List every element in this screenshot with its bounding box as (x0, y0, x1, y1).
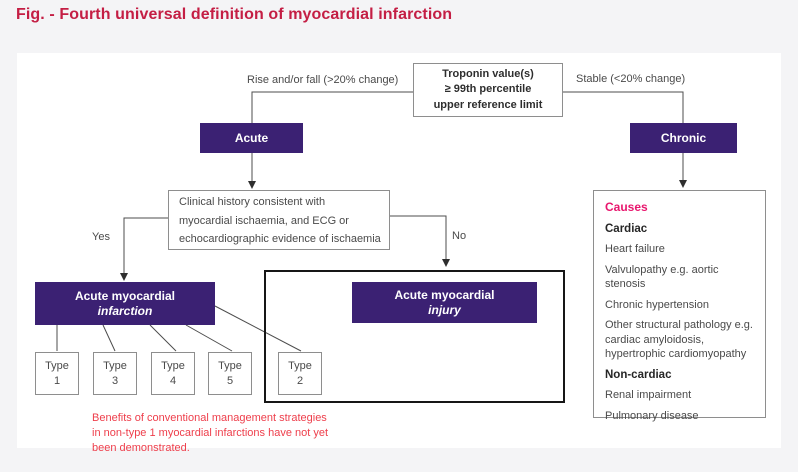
cause-item: Other structural pathology e.g. cardiac … (605, 319, 753, 360)
causes-title: Causes (605, 200, 648, 214)
footnote-line-1: Benefits of conventional management stra… (92, 412, 327, 424)
type-4-number: 4 (169, 374, 177, 387)
type-3-number: 3 (111, 374, 119, 387)
clinical-history-box: Clinical history consistent with myocard… (168, 190, 390, 250)
troponin-line-2: ≥ 99th percentile (444, 83, 532, 96)
cause-item: Chronic hypertension (605, 298, 709, 311)
cause-item: Valvulopathy e.g. aortic stenosis (605, 263, 719, 291)
yes-label: Yes (92, 231, 110, 243)
cause-item: Heart failure (605, 243, 665, 255)
clinical-line-1: Clinical history consistent with (179, 196, 326, 208)
cause-item: Renal impairment (605, 389, 692, 401)
chronic-box: Chronic (630, 123, 737, 153)
chronic-label: Chronic (660, 130, 707, 145)
figure-title: Fig. - Fourth universal definition of my… (16, 6, 453, 23)
acute-myocardial-injury-box: Acute myocardial injury (352, 282, 537, 323)
acute-box: Acute (200, 123, 303, 153)
clinical-line-3: echocardiographic evidence of ischaemia (179, 233, 381, 245)
troponin-line-3: upper reference limit (433, 98, 543, 111)
acute-label: Acute (234, 130, 269, 145)
type-5-number: 5 (226, 374, 234, 387)
stable-branch-label: Stable (<20% change) (576, 73, 686, 85)
type-3-word: Type (103, 359, 127, 372)
ami-infarction-line-2: infarction (97, 303, 153, 318)
rise-fall-branch-label: Rise and/or fall (>20% change) (247, 74, 399, 86)
type-2-number: 2 (296, 374, 304, 387)
footnote-warning: Benefits of conventional management stra… (92, 411, 328, 456)
type-3-box: Type 3 (93, 352, 137, 395)
type-5-word: Type (218, 359, 242, 372)
causes-panel: Causes Cardiac Heart failure Valvulopath… (593, 190, 766, 422)
footnote-line-3: been demonstrated. (92, 442, 190, 454)
type-1-word: Type (45, 359, 69, 372)
type-5-box: Type 5 (208, 352, 252, 395)
causes-non-cardiac-heading: Non-cardiac (605, 368, 672, 381)
troponin-box: Troponin value(s) ≥ 99th percentile uppe… (413, 63, 563, 117)
no-label: No (452, 230, 467, 242)
ami-injury-line-2: injury (428, 302, 461, 317)
footnote-line-2: in non-type 1 myocardial infarctions hav… (92, 427, 329, 439)
causes-cardiac-heading: Cardiac (605, 222, 648, 235)
type-2-box: Type 2 (278, 352, 322, 395)
type-2-word: Type (288, 359, 312, 372)
acute-injury-frame (264, 270, 565, 403)
type-4-box: Type 4 (151, 352, 195, 395)
clinical-line-2: myocardial ischaemia, and ECG or (179, 214, 349, 227)
cause-item: Pulmonary disease (605, 409, 699, 422)
ami-infarction-line-1: Acute myocardial (74, 288, 176, 303)
type-1-number: 1 (53, 374, 61, 387)
acute-myocardial-infarction-box: Acute myocardial infarction (35, 282, 215, 325)
troponin-line-1: Troponin value(s) (442, 67, 534, 80)
type-4-word: Type (161, 359, 185, 372)
ami-injury-line-1: Acute myocardial (394, 287, 495, 302)
type-1-box: Type 1 (35, 352, 79, 395)
